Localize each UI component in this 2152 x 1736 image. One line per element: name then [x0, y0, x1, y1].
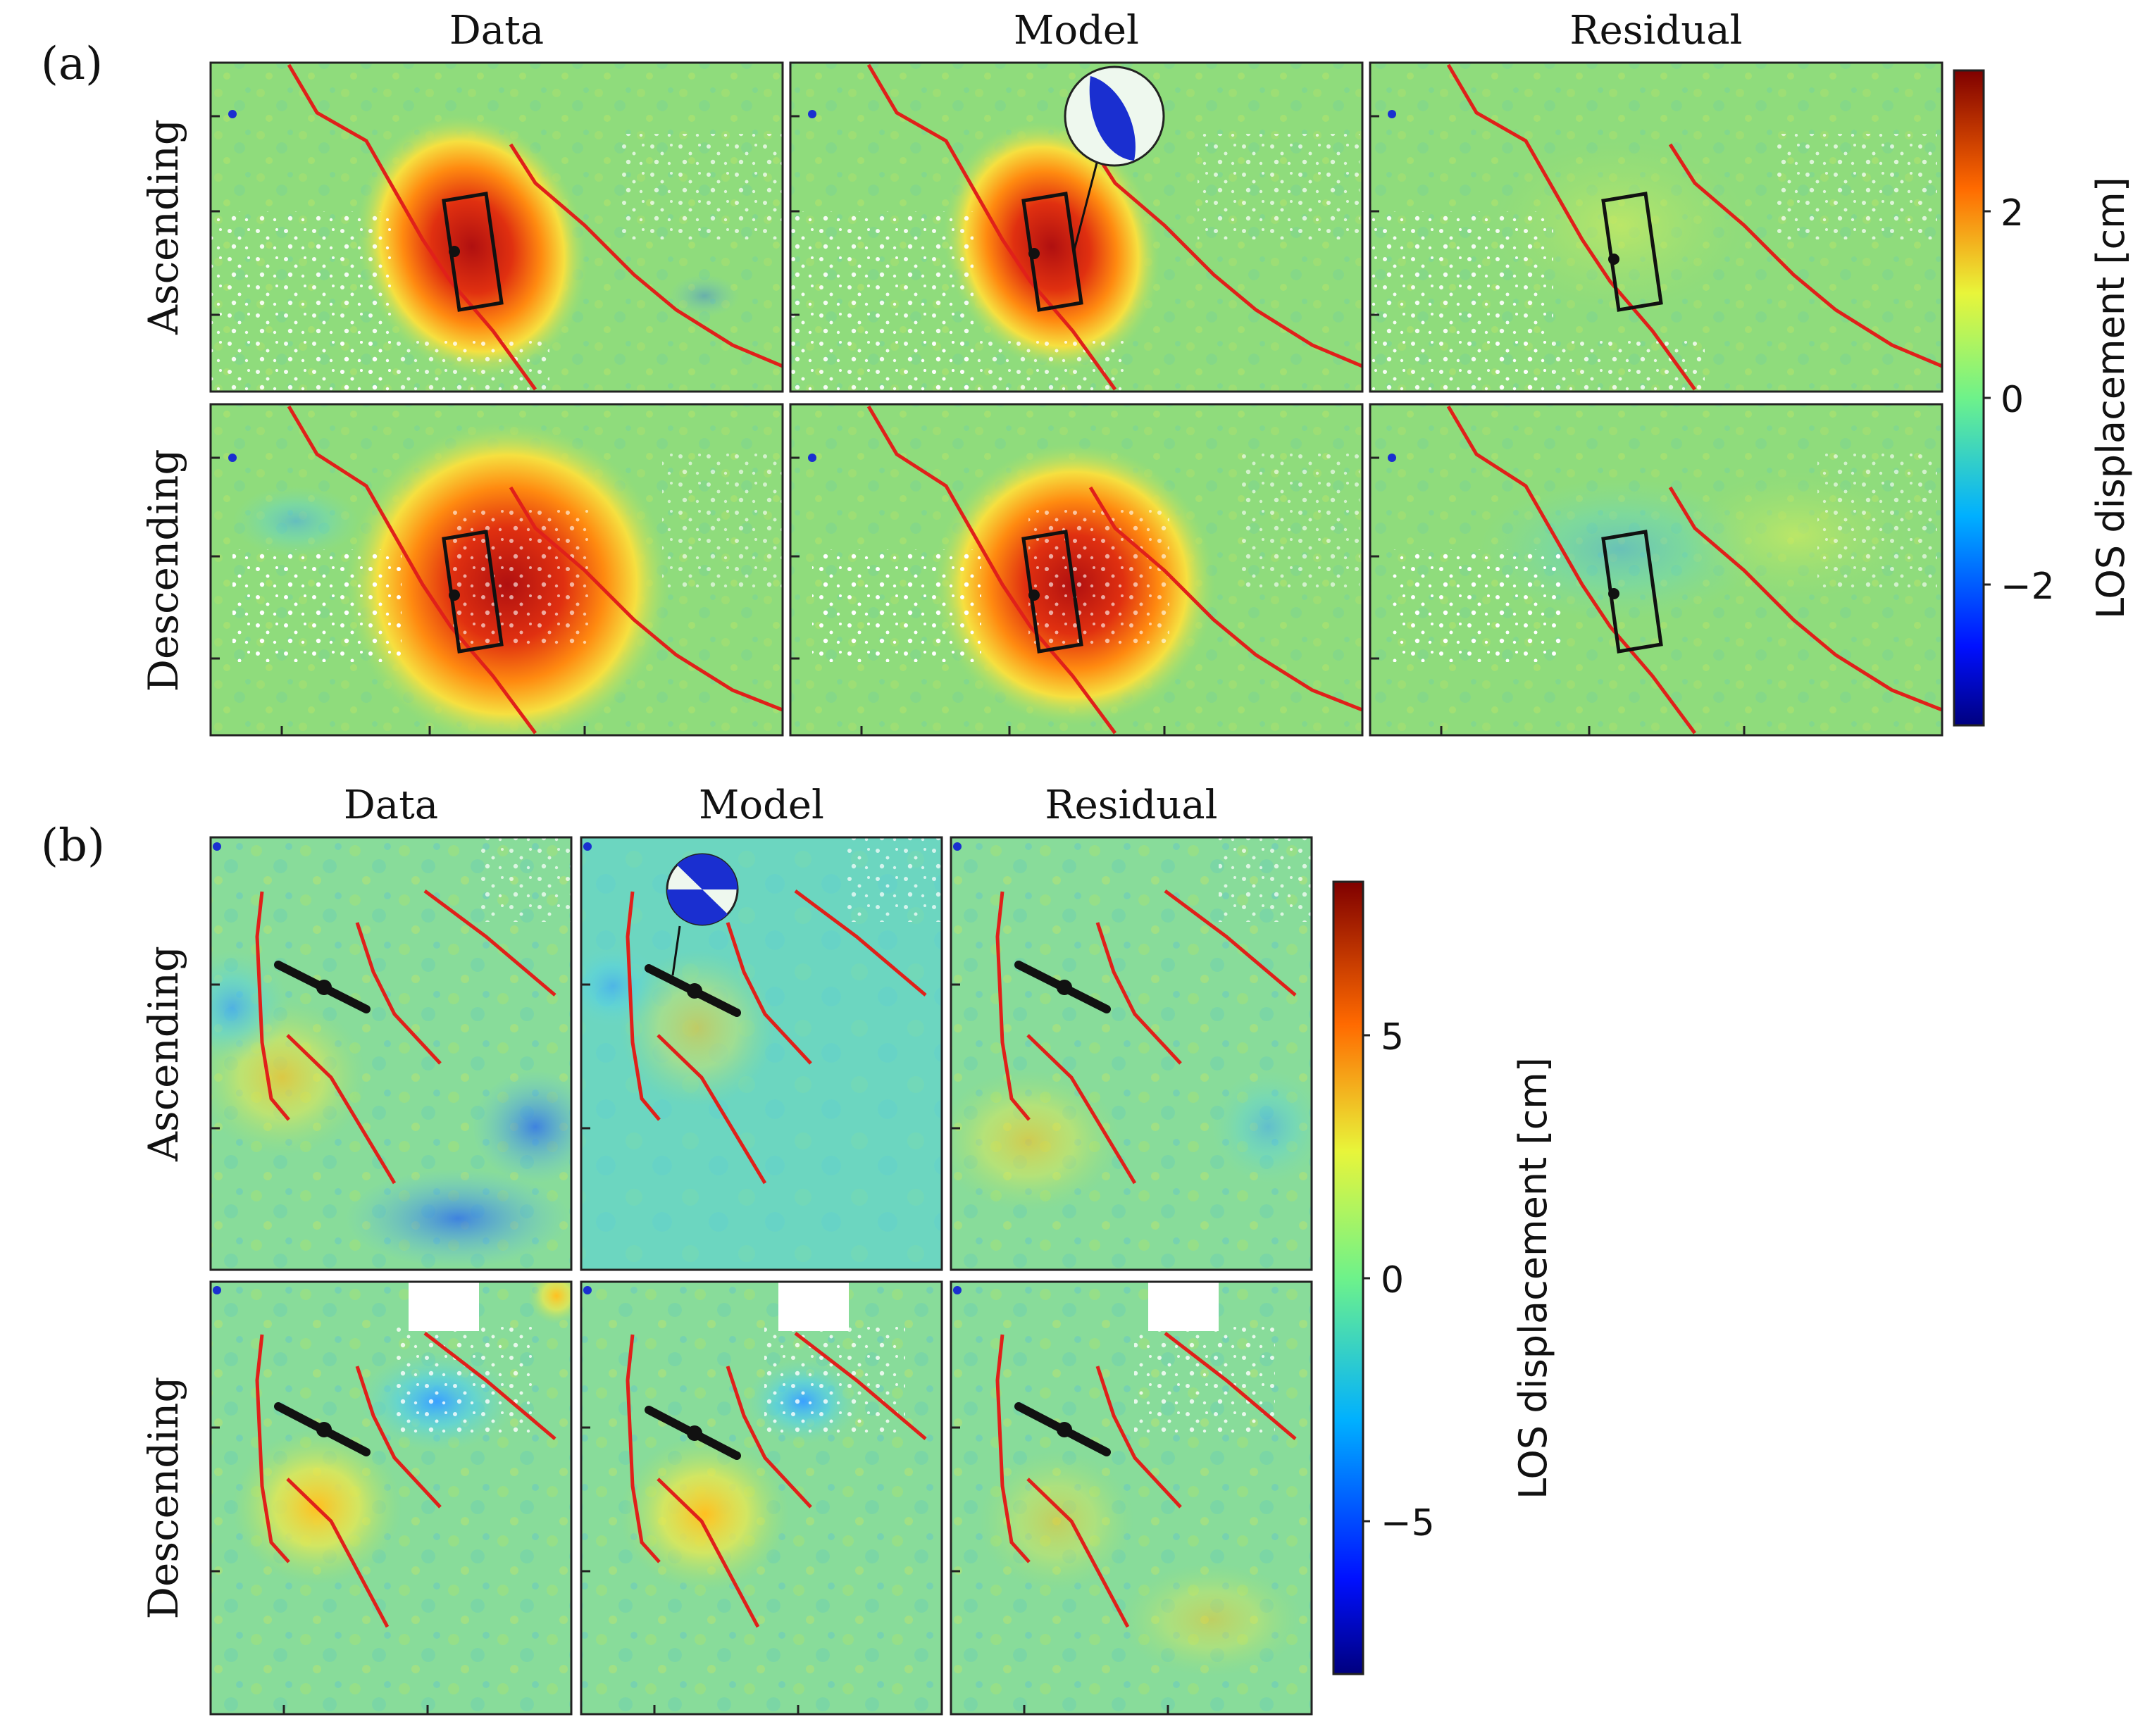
map-a-descending-data	[211, 404, 783, 735]
panel-a-ticks	[211, 115, 1746, 735]
panel-b-reference-points	[213, 842, 962, 1294]
panel-a-beachball	[1064, 65, 1165, 251]
panel-a-row-descending: Descending	[139, 449, 187, 692]
panel-b-cb-tick-5: 5	[1381, 1016, 1404, 1059]
panel-b-col-data: Data	[344, 782, 438, 828]
panel-b-cb-tick-neg5: −5	[1381, 1502, 1435, 1544]
panel-a-row-ascending: Ascending	[139, 119, 187, 335]
panel-b-beachball	[666, 853, 739, 976]
panel-a-cb-tick-2: 2	[2001, 192, 2024, 235]
panel-b-row-descending: Descending	[139, 1377, 187, 1620]
panel-b-epicenters	[316, 980, 1072, 1441]
panel-a-label: (a)	[41, 38, 103, 90]
panel-a-col-data: Data	[449, 8, 544, 54]
panel-b-ticks	[211, 983, 1169, 1714]
map-b-ascending-residual	[951, 837, 1312, 1270]
panel-a-reference-points	[228, 110, 1396, 462]
panel-b-row-ascending: Ascending	[139, 946, 187, 1162]
panel-b-colorbar-label: LOS displacement [cm]	[1511, 1057, 1555, 1499]
panel-a-frames	[209, 61, 1943, 737]
panel-a-fault-traces	[287, 63, 1942, 735]
panel-a-fault-planes	[442, 192, 1663, 654]
panel-a-col-model: Model	[1014, 8, 1139, 54]
panel-b-col-residual: Residual	[1045, 782, 1217, 828]
map-b-ascending-model	[581, 837, 942, 1270]
map-b-ascending-data	[211, 837, 571, 1270]
panel-a-colorbar-label: LOS displacement [cm]	[2089, 177, 2133, 619]
panel-b-col-model: Model	[699, 782, 824, 828]
map-a-ascending-residual	[1370, 63, 1942, 392]
map-a-ascending-data	[211, 63, 783, 392]
panel-a-colorbar: 2 0 −2 LOS displacement [cm]	[1953, 69, 2133, 727]
panel-b-colorbar: 5 0 −5 LOS displacement [cm]	[1332, 880, 1555, 1675]
panel-a-col-residual: Residual	[1569, 8, 1742, 54]
panel-b: (b) Data Model Residual Ascending Descen…	[41, 782, 1555, 1716]
panel-b-frames	[209, 836, 1313, 1716]
map-b-descending-data	[211, 1282, 571, 1714]
panel-b-cb-tick-0: 0	[1381, 1259, 1404, 1301]
panel-a-epicenters	[449, 246, 1619, 601]
panel-a-cb-tick-0: 0	[2001, 379, 2024, 421]
panel-b-fault-traces	[255, 889, 1297, 1628]
map-a-descending-model	[790, 404, 1362, 735]
panel-a-cb-tick-neg2: −2	[2001, 566, 2055, 608]
map-b-descending-residual	[951, 1282, 1312, 1714]
panel-b-label: (b)	[41, 820, 105, 872]
map-a-descending-residual	[1370, 404, 1942, 735]
panel-a: (a) Data Model Residual Ascending Descen…	[41, 8, 2133, 737]
map-b-descending-model	[581, 1282, 942, 1714]
